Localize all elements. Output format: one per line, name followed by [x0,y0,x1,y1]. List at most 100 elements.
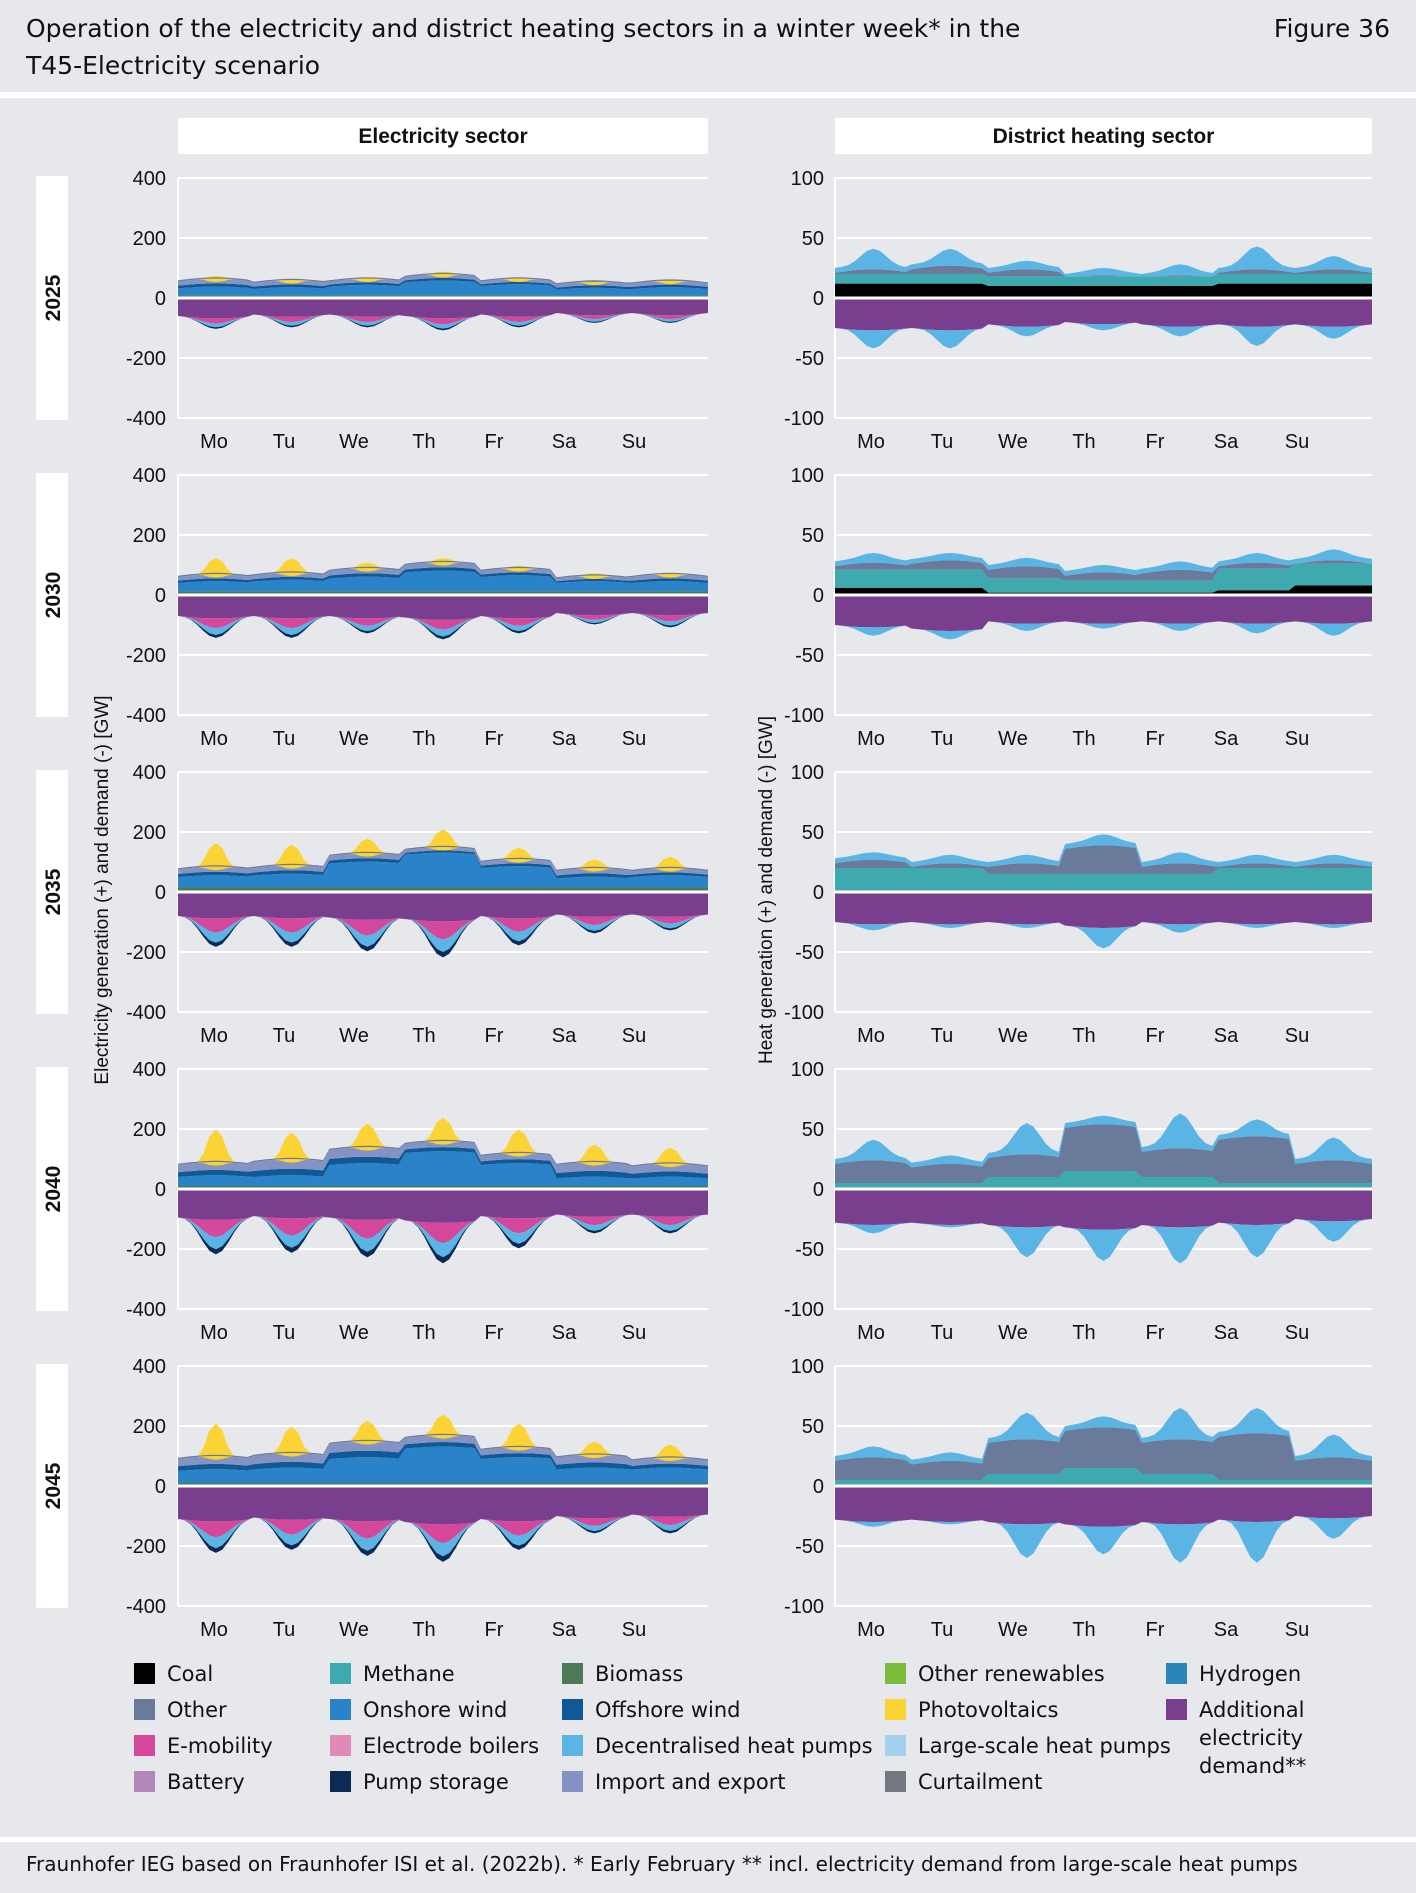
legend-item: Import and export [562,1768,786,1796]
y-tick-label: -200 [126,942,166,964]
legend-label: Other [167,1698,227,1722]
x-tick-label: Mo [857,1322,885,1344]
footer-divider [0,1837,1416,1842]
y-tick-label: 100 [791,1059,824,1081]
y-tick-label: -200 [126,1536,166,1558]
year-label: 2025 [42,274,65,321]
legend-label: Import and export [595,1770,786,1794]
x-tick-label: Fr [485,1025,504,1047]
legend-label: Decentralised heat pumps [595,1734,873,1758]
legend-item: Photovoltaics [885,1696,1058,1724]
chart-title: Operation of the electricity and distric… [26,14,1021,80]
year-label-box [36,770,68,1014]
legend-label: Onshore wind [363,1698,508,1722]
x-tick-label: Mo [200,1025,228,1047]
x-tick-label: Th [412,431,435,453]
year-label: 2040 [42,1166,65,1213]
series-photovoltaics [178,558,708,580]
x-tick-label: Fr [485,1619,504,1641]
x-tick-label: Fr [485,728,504,750]
legend-label: Photovoltaics [918,1698,1059,1722]
x-tick-label: Sa [1214,431,1239,453]
legend-item: Methane [330,1660,455,1688]
series-additional-demand [178,1486,708,1525]
series-additional-demand [178,298,708,319]
x-tick-label: Fr [1146,1619,1165,1641]
x-tick-label: Mo [857,1025,885,1047]
x-tick-label: Su [622,728,646,750]
legend-label: Hydrogen [1199,1662,1302,1686]
x-tick-label: Sa [1214,1025,1239,1047]
x-tick-label: Tu [273,1025,296,1047]
legend-label: Electrode boilers [363,1734,540,1758]
y-tick-label: -50 [795,645,824,667]
y-tick-label: -100 [784,408,824,430]
series-heat-pumps [835,1408,1372,1465]
legend-swatch [330,1663,351,1684]
x-tick-label: We [998,1322,1028,1344]
x-tick-label: Sa [552,1619,577,1641]
legend-swatch [134,1735,155,1756]
x-tick-label: Mo [857,1619,885,1641]
y-axis-label-electricity: Electricity generation (+) and demand (-… [92,695,113,1084]
x-tick-label: Su [622,1025,646,1047]
y-tick-label: -100 [784,1299,824,1321]
series-other [178,272,708,285]
legend-item: E-mobility [134,1732,273,1760]
legend-swatch [885,1699,906,1720]
series-additional-demand [178,892,708,922]
y-tick-label: 200 [133,525,166,547]
series-onshore-wind [178,570,708,592]
x-tick-label: Mo [857,728,885,750]
series-decentralised-heat-pumps [178,613,708,637]
series-additional-demand [178,595,708,620]
legend-label: Pump storage [363,1770,509,1794]
y-tick-label: -100 [784,1002,824,1024]
x-tick-label: Su [1285,1619,1309,1641]
x-tick-label: Th [1072,1619,1095,1641]
legend-label: Offshore wind [595,1698,741,1722]
series-e-mobility [178,1214,708,1244]
series-coal [835,283,1372,298]
series-heat-demand-peak [835,1516,1372,1563]
series-other [178,1433,708,1461]
y-tick-label: -400 [126,705,166,727]
series-methane [835,563,1372,593]
series-heat-demand [835,595,1372,631]
y-tick-label: -200 [126,1239,166,1261]
legend-label: Large-scale heat pumps [918,1734,1171,1758]
x-tick-label: Tu [931,1025,954,1047]
x-tick-label: Tu [931,1322,954,1344]
y-tick-label: 400 [133,1356,166,1378]
x-tick-label: We [339,1322,369,1344]
legend-swatch [562,1663,583,1684]
series-heat-demand [835,892,1372,928]
header-divider [0,92,1416,98]
y-tick-label: -50 [795,1536,824,1558]
y-tick-label: 100 [791,762,824,784]
legend-swatch [885,1771,906,1792]
x-tick-label: Tu [931,431,954,453]
series-e-mobility [178,613,708,630]
legend-label: E-mobility [167,1734,273,1758]
legend-swatch [134,1699,155,1720]
column-header-box [835,118,1372,154]
legend-label: Methane [363,1662,455,1686]
footer-source: Fraunhofer IEG based on Fraunhofer ISI e… [26,1852,1298,1876]
legend-item: Decentralised heat pumps [562,1732,873,1760]
series-heat-demand-peak [835,922,1372,949]
x-tick-label: Fr [485,431,504,453]
legend-item: Offshore wind [562,1696,741,1724]
legend-item: Coal [134,1660,213,1688]
series-heat-demand [835,298,1372,331]
y-tick-label: 0 [813,882,824,904]
chart-legend: Coal Other E-mobility Battery Methane Onshore… [0,1660,1416,1810]
y-tick-label: 400 [133,168,166,190]
series-other [835,560,1372,581]
series-heat-demand [835,1486,1372,1527]
series-offshore-wind [178,1442,708,1471]
y-tick-label: 400 [133,1059,166,1081]
series-import-export [178,1435,708,1467]
series-methane [835,1171,1372,1189]
legend-swatch [1166,1699,1187,1720]
